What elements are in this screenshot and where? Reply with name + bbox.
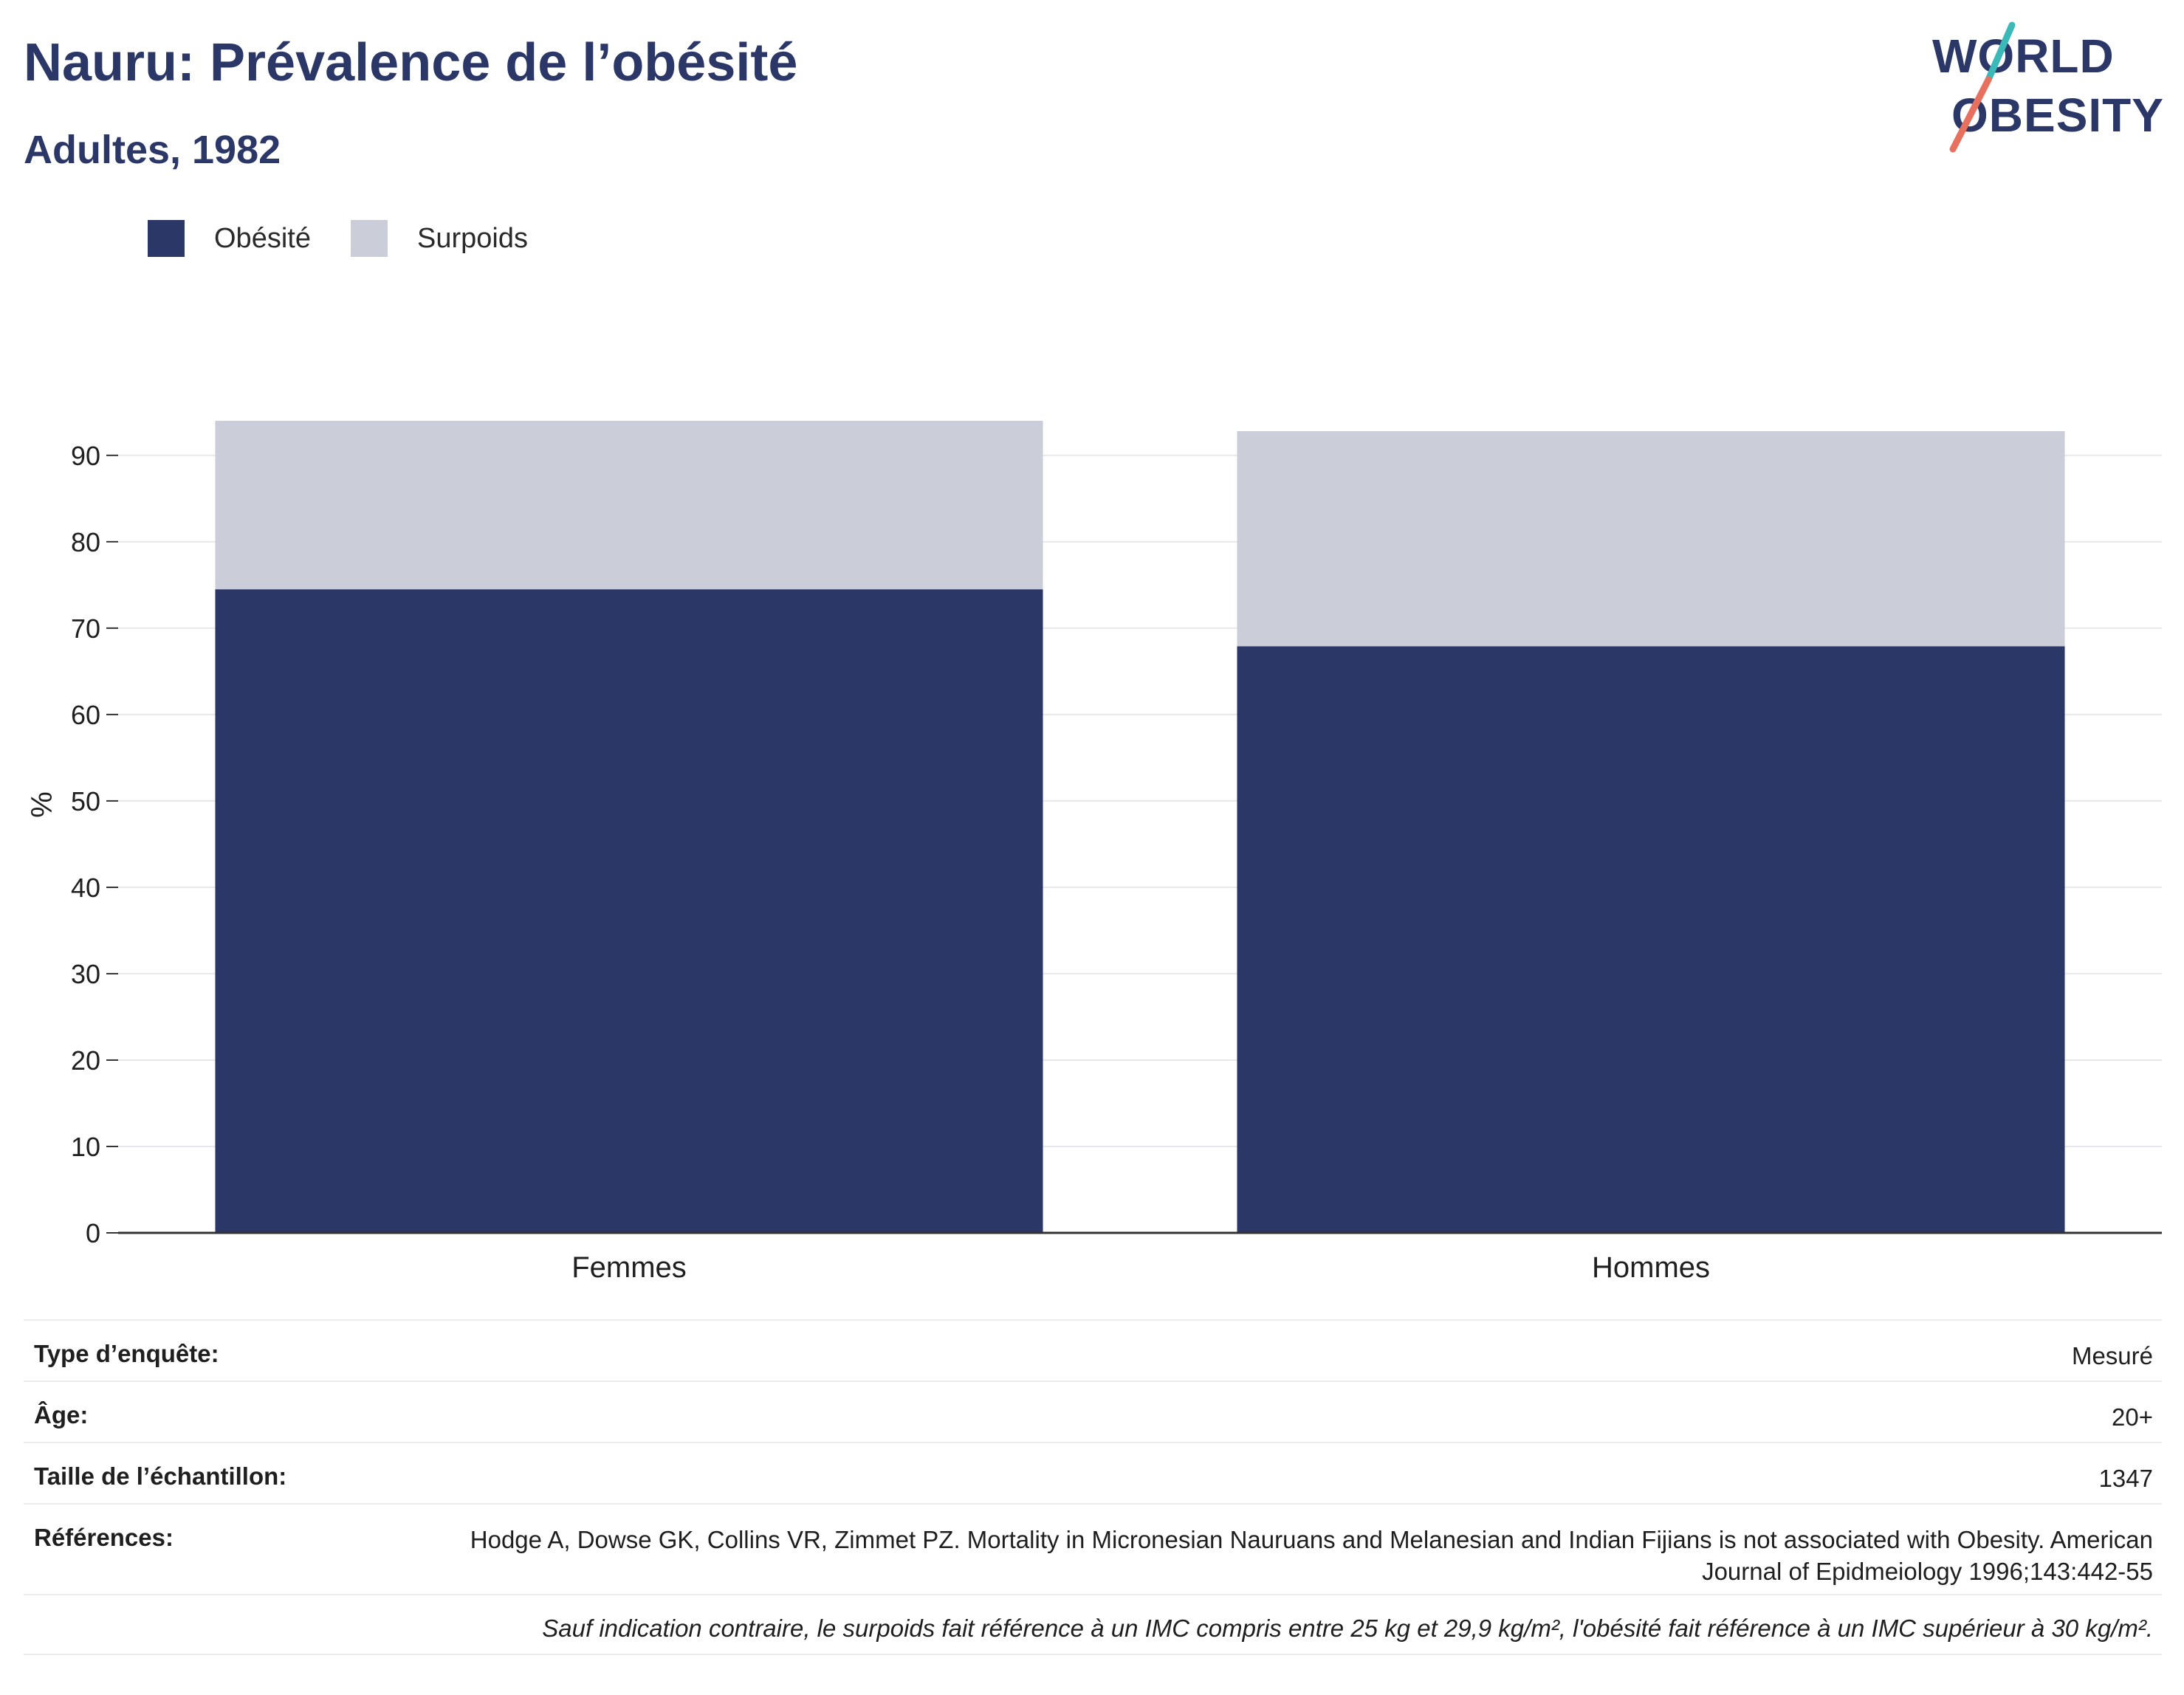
chart-title: Nauru: Prévalence de l’obésité (24, 33, 798, 92)
y-tick-label-90: 90 (71, 441, 100, 471)
survey-type-label: Type d’enquête: (34, 1340, 219, 1367)
legend-swatch-surpoids (350, 220, 388, 257)
sample-size-value: 1347 (2098, 1465, 2153, 1492)
logo-coral-slash (1949, 76, 1992, 153)
y-tick-label-70: 70 (71, 613, 100, 644)
y-tick-label-40: 40 (71, 873, 100, 903)
logo-line2: OBESITY (1951, 89, 2163, 142)
y-tick-label-80: 80 (71, 527, 100, 557)
survey-info-table: Type d’enquête: Mesuré Âge: 20+ Taille d… (24, 1319, 2162, 1655)
bmi-definition-note: Sauf indication contraire, le surpoids f… (542, 1615, 2153, 1642)
info-row-references: Références: Hodge A, Dowse GK, Collins V… (24, 1503, 2162, 1594)
bar-hommes-surpoids (1237, 431, 2065, 647)
x-tick-label-hommes: Hommes (1592, 1251, 1710, 1284)
references-label: Références: (34, 1524, 174, 1551)
chart-legend: Obésité Surpoids (148, 220, 568, 257)
bar-chart: 0 10 20 30 40 50 60 70 80 90% Femmes Hommes (26, 421, 2162, 1284)
info-row-survey-type: Type d’enquête: Mesuré (24, 1319, 2162, 1381)
y-tick-label-20: 20 (71, 1045, 100, 1076)
logo-line1: WORLD (1932, 30, 2115, 83)
legend-item-obesite[interactable]: Obésité (148, 220, 311, 257)
legend-label-surpoids: Surpoids (416, 222, 528, 254)
y-axis-label: % (26, 791, 58, 818)
x-tick-label-femmes: Femmes (571, 1251, 687, 1284)
bar-femmes-obesite (215, 589, 1043, 1233)
bar-hommes-obesite (1237, 646, 2065, 1233)
world-obesity-logo: WORLD OBESITY (1932, 21, 2163, 153)
y-tick-label-50: 50 (71, 786, 100, 816)
info-row-age: Âge: 20+ (24, 1381, 2162, 1442)
legend-item-surpoids[interactable]: Surpoids (350, 220, 528, 257)
age-label: Âge: (34, 1401, 89, 1428)
y-tick-label-30: 30 (71, 959, 100, 989)
legend-label-obesite: Obésité (214, 222, 311, 254)
sample-size-label: Taille de l’échantillon: (34, 1462, 287, 1490)
survey-type-value: Mesuré (2071, 1342, 2153, 1369)
bar-femmes-surpoids (215, 421, 1043, 590)
chart-subtitle: Adultes, 1982 (24, 128, 281, 172)
y-tick-label-10: 10 (71, 1132, 100, 1162)
logo-teal-slash (1985, 21, 2016, 83)
info-row-note: Sauf indication contraire, le surpoids f… (24, 1594, 2162, 1655)
info-row-sample-size: Taille de l’échantillon: 1347 (24, 1442, 2162, 1503)
y-tick-label-0: 0 (86, 1218, 100, 1248)
legend-swatch-obesite (148, 220, 185, 257)
age-value: 20+ (2112, 1403, 2153, 1431)
y-tick-label-60: 60 (71, 700, 100, 730)
references-value: Hodge A, Dowse GK, Collins VR, Zimmet PZ… (470, 1526, 2153, 1585)
